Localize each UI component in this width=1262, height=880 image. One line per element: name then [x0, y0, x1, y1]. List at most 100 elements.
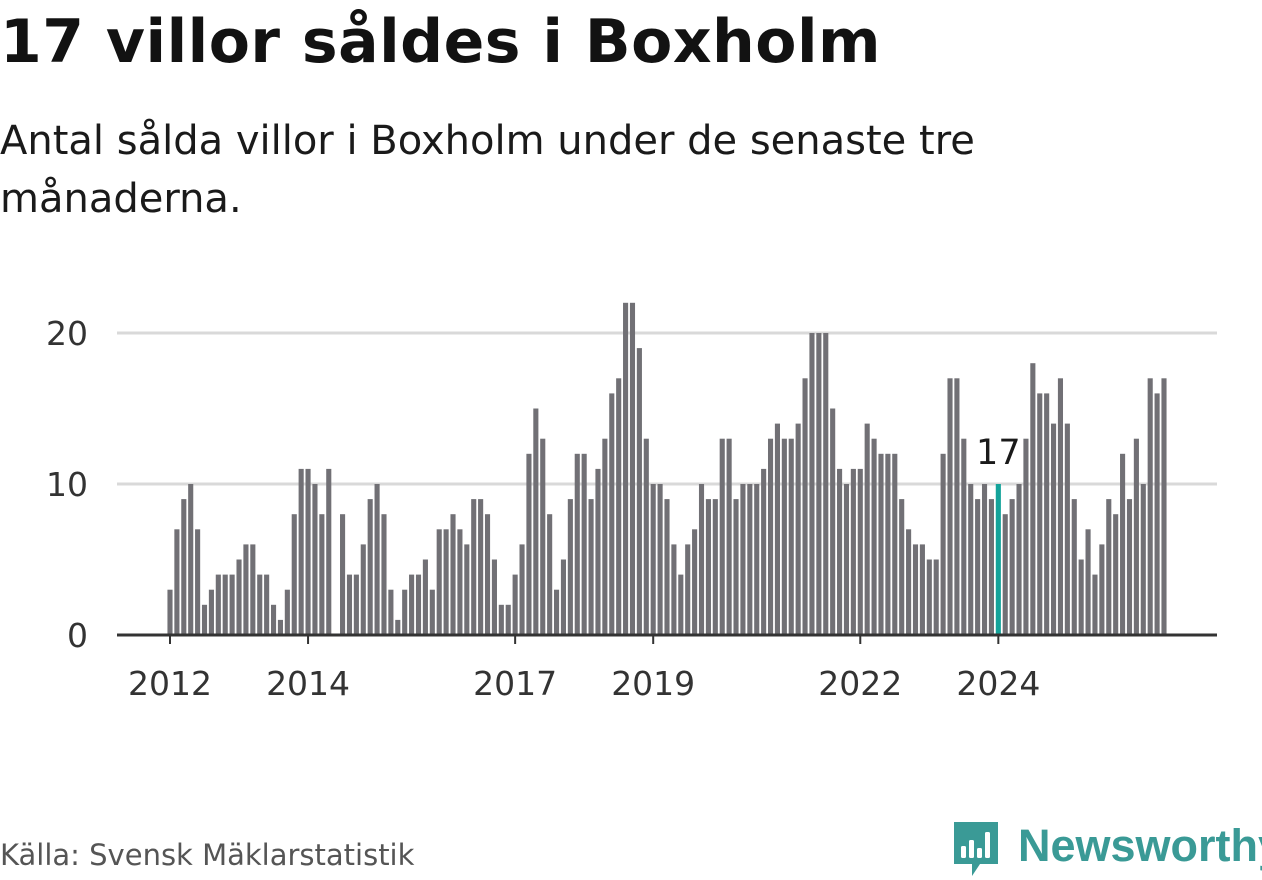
bar — [740, 484, 746, 635]
bar — [871, 438, 877, 635]
bar — [1037, 393, 1043, 635]
highlight-bar — [995, 484, 1001, 635]
bar — [754, 484, 760, 635]
bar — [195, 529, 201, 635]
bar — [574, 453, 580, 635]
bar — [636, 348, 642, 635]
bar — [360, 544, 366, 635]
bar — [850, 468, 856, 635]
bar — [1057, 378, 1064, 635]
bar — [657, 484, 663, 635]
bar — [823, 333, 829, 635]
bar — [484, 514, 491, 635]
bar — [478, 499, 484, 635]
bar — [712, 499, 718, 635]
bar-series — [167, 302, 1167, 635]
bar — [988, 499, 994, 635]
bar — [305, 468, 311, 635]
bar — [581, 453, 587, 635]
bar — [719, 438, 725, 635]
bar — [954, 378, 960, 635]
bar — [1147, 378, 1153, 635]
bar — [588, 499, 594, 635]
x-axis: 2012 2014 2017 2019 2022 2024 — [117, 633, 1217, 703]
bar — [374, 484, 380, 635]
source-note: Källa: Svensk Mäklarstatistik — [0, 838, 415, 872]
bar — [1009, 499, 1015, 635]
bar — [623, 302, 629, 635]
bar — [547, 514, 553, 635]
brand-logo: Newsworthy — [950, 818, 1262, 878]
bar — [533, 408, 539, 635]
bar — [933, 559, 939, 635]
bar — [1092, 574, 1098, 635]
bar — [498, 604, 504, 635]
bar — [215, 574, 221, 635]
bar — [512, 574, 518, 635]
bar — [229, 574, 235, 635]
bar — [277, 619, 283, 635]
x-tick-label: 2024 — [956, 664, 1040, 703]
bar — [864, 423, 870, 635]
bar — [767, 438, 774, 635]
y-tick-label: 20 — [46, 314, 88, 353]
bar — [878, 453, 884, 635]
bar — [1085, 529, 1091, 635]
bar — [402, 589, 408, 635]
bar — [1113, 514, 1119, 635]
bar — [747, 484, 753, 635]
x-tick-label: 2017 — [473, 664, 557, 703]
bar — [395, 619, 401, 635]
bar — [643, 438, 649, 635]
bar — [664, 499, 670, 635]
bar — [899, 499, 905, 635]
bar — [388, 589, 394, 635]
bar — [705, 499, 711, 635]
bar — [346, 574, 353, 635]
bar — [981, 484, 988, 635]
bar — [830, 408, 836, 635]
bar — [857, 468, 863, 635]
bar — [961, 438, 967, 635]
bar — [602, 438, 608, 635]
bar — [1023, 438, 1029, 635]
bar — [1126, 499, 1133, 635]
bar — [809, 333, 815, 635]
x-tick-label: 2019 — [611, 664, 695, 703]
chart-subtitle: Antal sålda villor i Boxholm under de se… — [0, 118, 975, 222]
y-tick-label: 0 — [67, 616, 88, 655]
bar — [678, 574, 684, 635]
bar — [906, 529, 912, 635]
bar — [250, 544, 256, 635]
bar — [1106, 499, 1112, 635]
bar — [761, 468, 767, 635]
bar — [326, 468, 332, 635]
bar — [464, 544, 470, 635]
bar — [788, 438, 794, 635]
bar — [519, 544, 525, 635]
bar — [243, 544, 249, 635]
y-tick-label: 10 — [46, 465, 88, 504]
bar — [975, 499, 981, 635]
bar — [685, 544, 691, 635]
bar — [802, 378, 808, 635]
bar — [912, 544, 919, 635]
bar — [940, 453, 946, 635]
bar — [816, 333, 822, 635]
bar — [167, 589, 173, 635]
bar — [526, 453, 532, 635]
bar — [892, 453, 898, 635]
bar — [181, 499, 187, 635]
bar — [422, 559, 428, 635]
bar — [837, 468, 843, 635]
bar — [450, 514, 456, 635]
bar — [270, 604, 277, 635]
chart-title: 17 villor såldes i Boxholm — [0, 7, 882, 77]
bar — [554, 589, 560, 635]
bar — [733, 499, 739, 635]
bar — [671, 544, 677, 635]
bar — [208, 589, 214, 635]
bar — [1016, 484, 1022, 635]
bar — [236, 559, 242, 635]
bar — [201, 604, 208, 635]
